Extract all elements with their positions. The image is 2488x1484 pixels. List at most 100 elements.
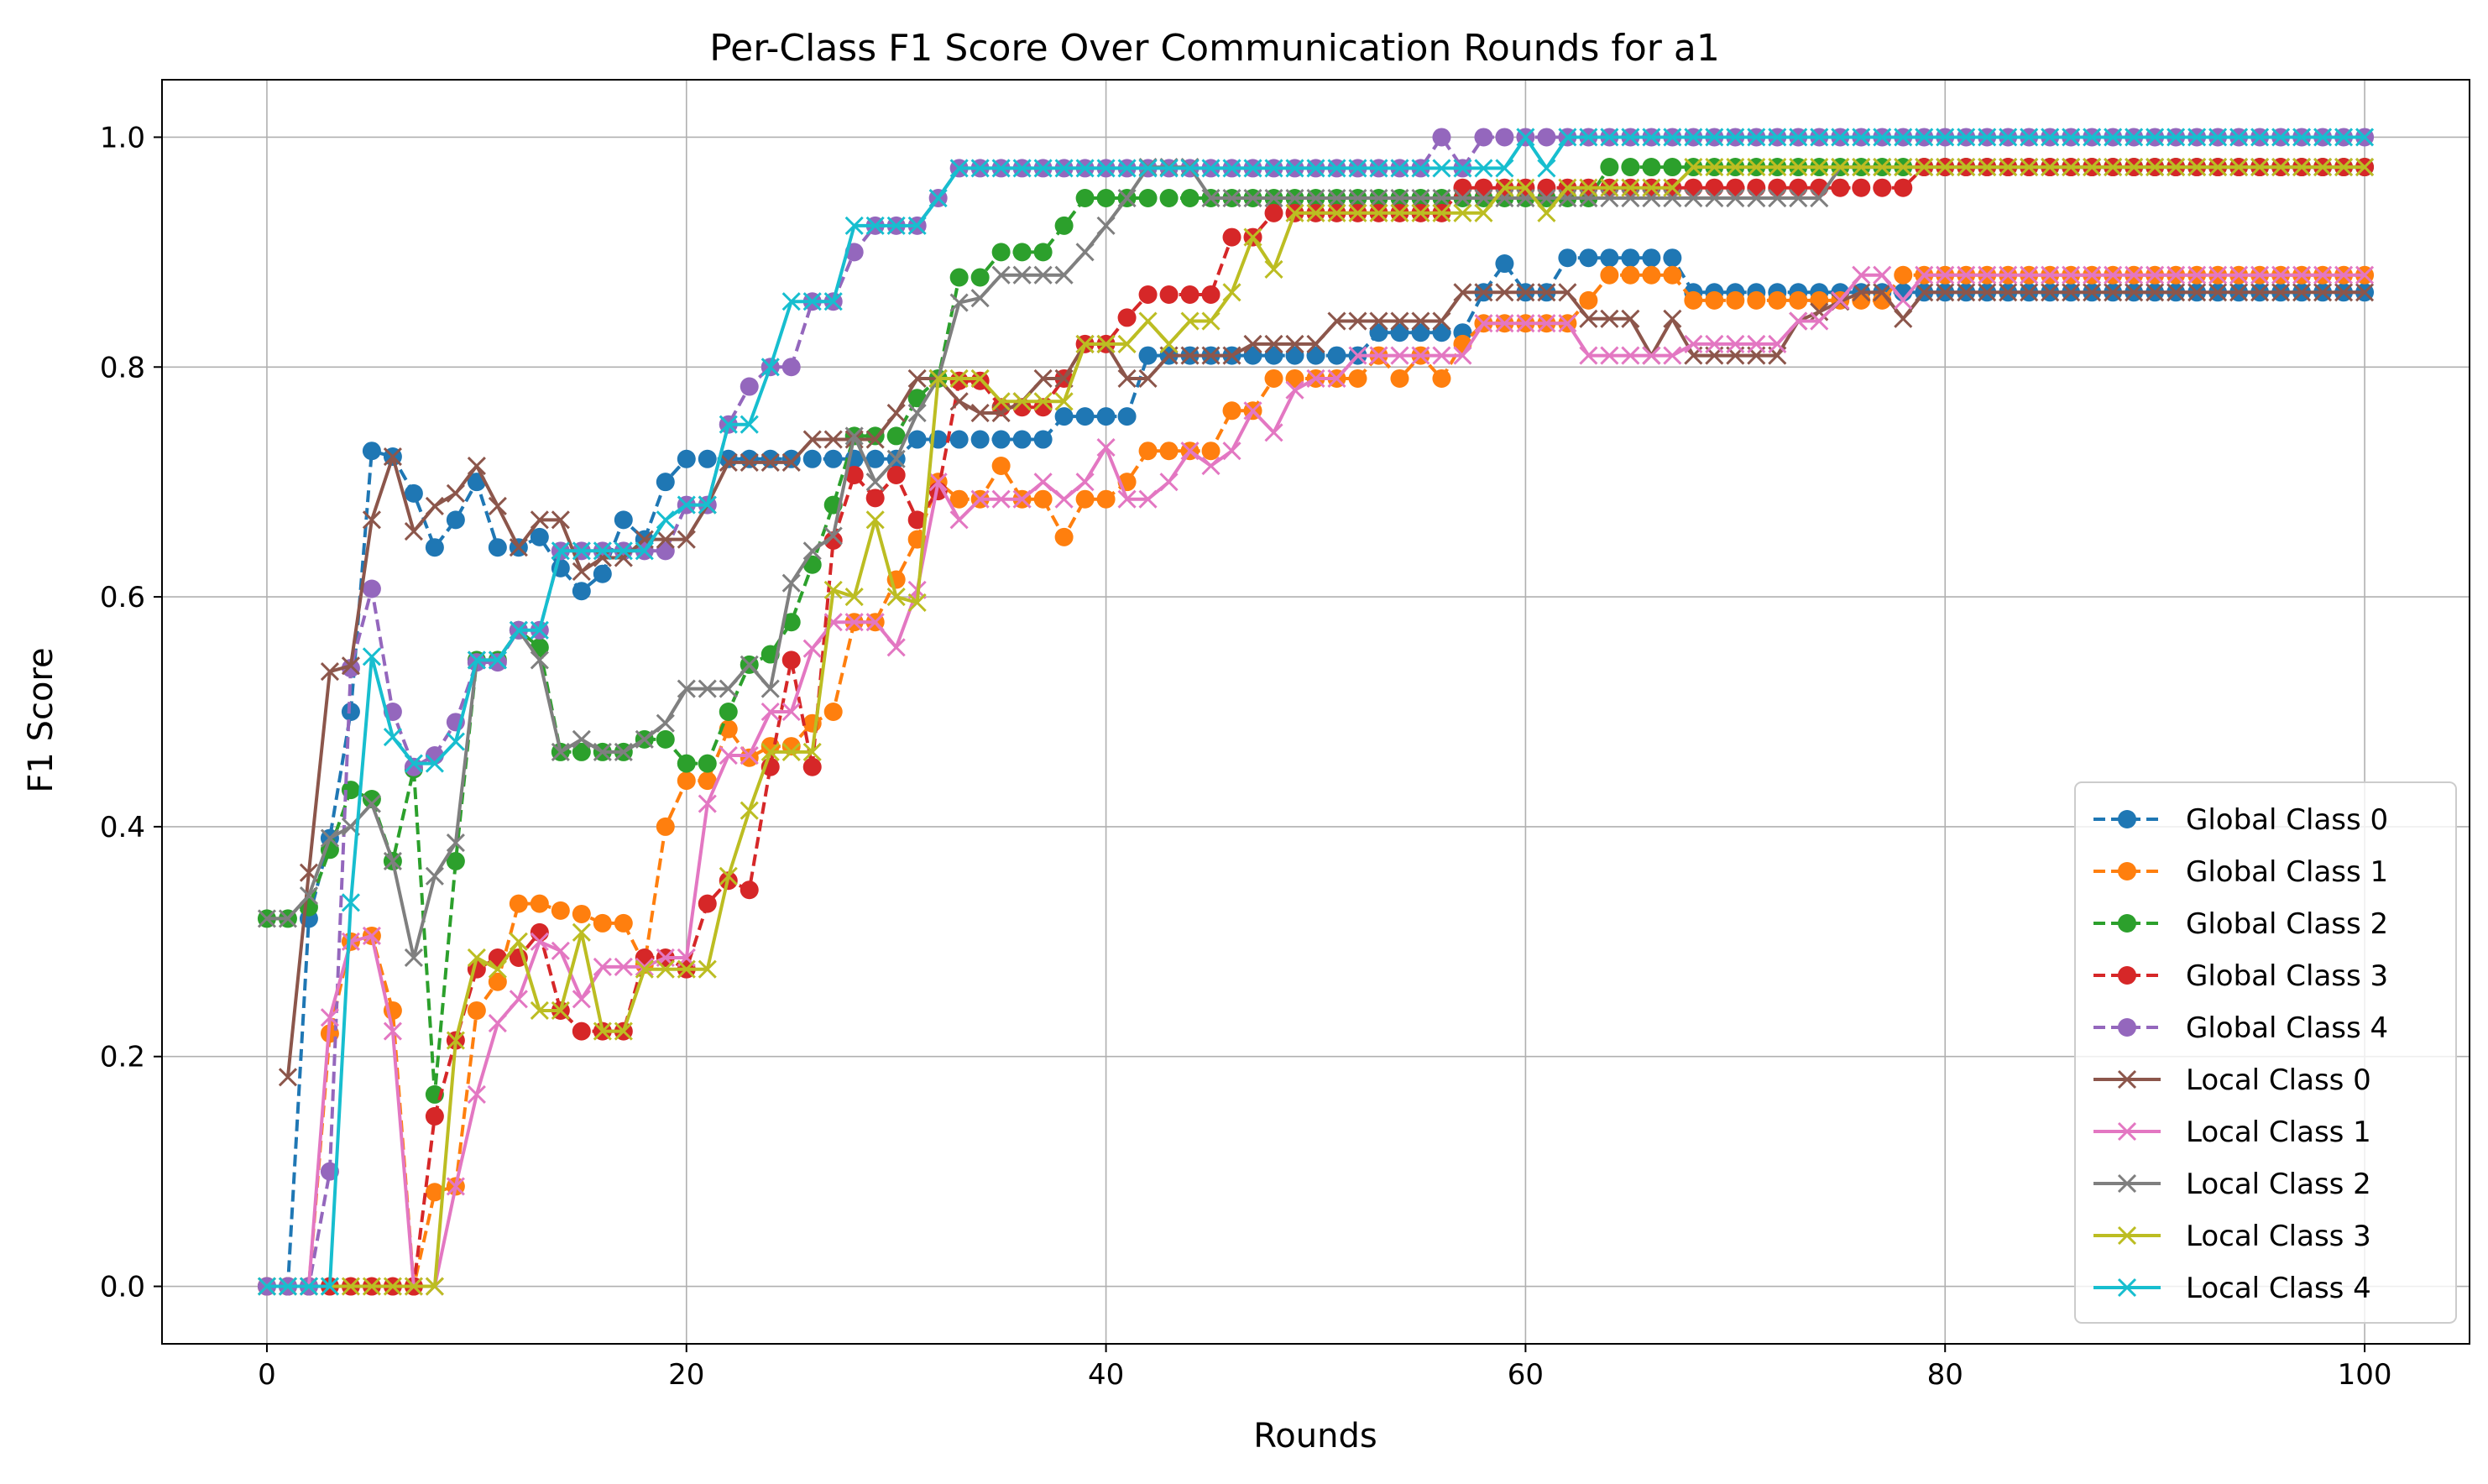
series-local-class-1-point [1789, 311, 1808, 331]
series-global-class-1-point [551, 901, 570, 920]
series-local-class-3-point [2041, 157, 2060, 177]
chart-title: Per-Class F1 Score Over Communication Ro… [709, 27, 1720, 70]
series-local-class-4-point [446, 732, 465, 751]
series-local-class-2-point [362, 794, 381, 813]
series-local-class-0-point [383, 447, 402, 467]
legend-swatch-point [2117, 1173, 2137, 1194]
series-local-class-3-point [1537, 203, 1556, 222]
series-local-class-2-point [1789, 188, 1808, 208]
series-local-class-1-point [1264, 423, 1283, 442]
series-local-class-4-point [949, 159, 969, 178]
series-local-class-1-point [2146, 265, 2165, 285]
series-local-class-1-point [698, 794, 717, 813]
series-global-class-4-point [341, 658, 360, 677]
series-global-class-3-point [1117, 308, 1137, 327]
legend-label: Local Class 3 [2186, 1220, 2371, 1253]
series-local-class-4-point [1621, 128, 1640, 147]
series-local-class-3-point [2187, 157, 2207, 177]
series-global-class-1-point [1663, 265, 1682, 285]
series-local-class-0-point [1138, 368, 1158, 389]
series-local-class-4-point [1306, 159, 1325, 178]
series-global-class-1-point [1768, 290, 1787, 310]
series-local-class-1-point [1285, 380, 1304, 400]
plot-frame [161, 79, 2470, 1345]
series-global-class-0-point [362, 442, 381, 461]
series-local-class-3-point [719, 866, 738, 886]
series-local-class-4-point [635, 541, 654, 561]
series-local-class-1-point [1663, 346, 1682, 365]
series-local-class-1-point [572, 990, 591, 1009]
series-global-class-0-point [1390, 323, 1409, 342]
legend-item: Local Class 0 [2093, 1063, 2371, 1097]
series-global-class-3-point [781, 651, 801, 670]
series-local-class-3-point [1411, 203, 1430, 222]
series-global-class-0-point [1075, 407, 1095, 426]
series-local-class-0-point [656, 530, 675, 549]
series-global-class-0-point [1369, 323, 1388, 342]
series-global-class-4-point [1495, 128, 1514, 147]
series-global-class-1-point [425, 1183, 444, 1202]
series-global-class-2-point [991, 243, 1011, 262]
series-global-class-1-point [1600, 265, 1619, 285]
series-local-class-0-point [1117, 368, 1137, 389]
series-local-class-1-point [1495, 314, 1514, 333]
series-local-class-3-point [362, 1277, 381, 1296]
series-global-class-0-point [1663, 248, 1682, 268]
series-global-class-3-point [1222, 227, 1241, 247]
series-local-class-2-point [572, 729, 591, 749]
series-local-class-1-point [802, 639, 822, 658]
series-local-class-0-point [2355, 283, 2375, 302]
series-local-class-1-point [761, 702, 780, 722]
series-local-class-1-point [1117, 489, 1137, 509]
series-global-class-1-point [593, 913, 612, 933]
series-local-class-1-point [1831, 290, 1850, 310]
series-local-class-0-point [949, 392, 969, 411]
series-local-class-1-point [844, 613, 864, 632]
series-global-class-1-point [1726, 290, 1745, 310]
series-local-class-0-point [446, 483, 465, 503]
series-global-class-2-point [656, 729, 675, 749]
series-local-class-1-point [2041, 265, 2060, 285]
series-global-class-0-point [1411, 323, 1430, 342]
series-local-class-0-point [2187, 283, 2207, 302]
series-global-class-2-point [698, 754, 717, 773]
series-local-class-1-point [488, 1013, 507, 1033]
series-local-class-4-point [1915, 128, 1934, 147]
series-local-class-2-point [1369, 188, 1388, 208]
series-local-class-0-point [1873, 283, 1892, 302]
series-global-class-2-point [1033, 243, 1053, 262]
series-local-class-1 [257, 265, 2375, 1296]
series-global-class-0-point [1012, 430, 1032, 449]
series-global-class-4-point [404, 757, 423, 776]
series-local-class-1-point [2250, 265, 2270, 285]
series-local-class-4-point [278, 1277, 298, 1296]
series-local-class-4-point [1117, 159, 1137, 178]
series-layer [257, 128, 2375, 1296]
series-local-class-1-point [2229, 265, 2249, 285]
series-local-class-1-point [1432, 346, 1451, 365]
series-global-class-3-point [1726, 178, 1745, 197]
series-local-class-4-point [1159, 159, 1179, 178]
series-global-class-3-point [886, 465, 906, 484]
series-local-class-2-point [719, 679, 738, 698]
series-local-class-3-point [677, 959, 696, 979]
series-local-class-0-point [1243, 334, 1262, 353]
series-local-class-1-point [1516, 314, 1535, 333]
series-local-class-3-point [2229, 157, 2249, 177]
legend-swatch-point [2118, 914, 2136, 933]
series-local-class-1-point [551, 941, 570, 960]
series-global-class-0-point [1495, 254, 1514, 274]
series-global-class-1-point [1894, 265, 1913, 285]
series-global-class-0-point [781, 449, 801, 468]
series-local-class-0-point [2334, 283, 2354, 302]
series-global-class-3-point [1264, 203, 1283, 222]
legend-label: Global Class 4 [2186, 1011, 2388, 1045]
series-global-class-4-point [488, 653, 507, 672]
series-global-class-2-point [1159, 189, 1179, 208]
series-global-class-2-point [446, 851, 465, 870]
series-local-class-0-point [1894, 309, 1913, 328]
series-local-class-1-point [2334, 265, 2354, 285]
legend-label: Global Class 1 [2186, 855, 2388, 889]
series-local-class-1-point [509, 990, 528, 1009]
series-local-class-0-point [1936, 283, 1955, 302]
